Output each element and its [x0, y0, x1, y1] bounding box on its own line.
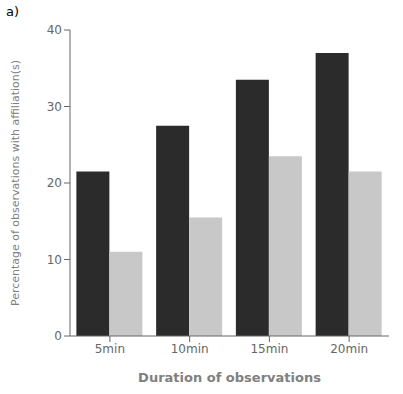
svg-text:10: 10 [47, 253, 62, 267]
svg-text:Percentage of observations wit: Percentage of observations with affiliat… [9, 60, 22, 306]
svg-text:40: 40 [47, 23, 62, 37]
svg-text:Duration of observations: Duration of observations [138, 370, 321, 385]
svg-text:15min: 15min [250, 342, 288, 356]
svg-text:30: 30 [47, 100, 62, 114]
svg-text:20min: 20min [330, 342, 368, 356]
svg-text:5min: 5min [95, 342, 125, 356]
svg-text:10min: 10min [171, 342, 209, 356]
svg-text:0: 0 [54, 329, 62, 343]
svg-text:20: 20 [47, 176, 62, 190]
html-text:a): a) [6, 4, 19, 19]
